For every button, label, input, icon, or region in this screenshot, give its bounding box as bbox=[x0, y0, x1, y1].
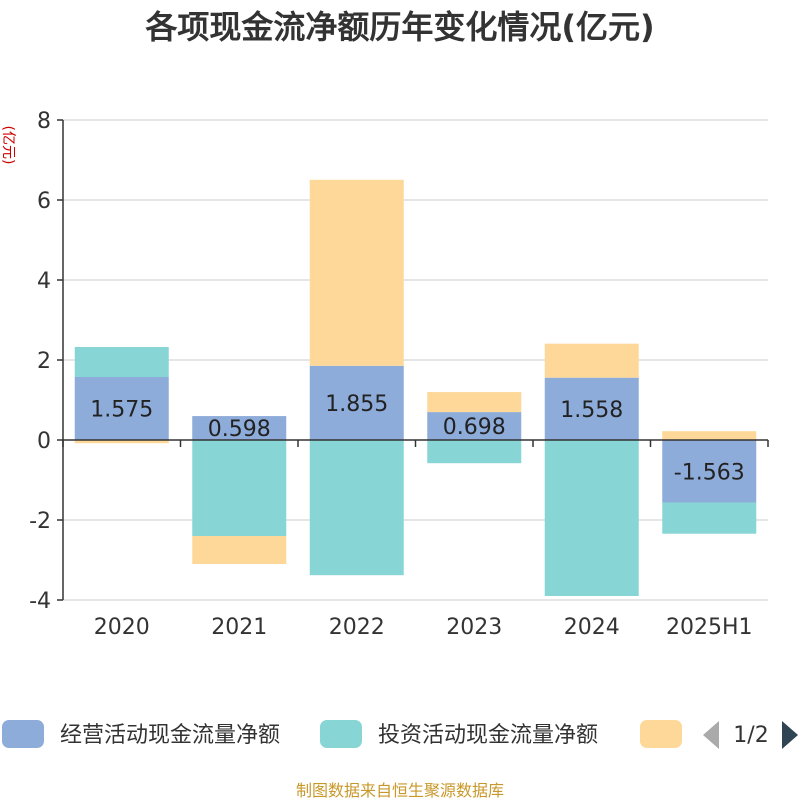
bar-s2-2020 bbox=[74, 440, 169, 444]
data-label: 1.575 bbox=[90, 398, 153, 423]
y-tick-label: 0 bbox=[37, 429, 51, 454]
tick-labels: -4 -2 0 2 4 6 8 2020 2021 2022 2023 2024 2025H1 bbox=[29, 109, 752, 640]
bar-s1-2025H1 bbox=[662, 502, 757, 534]
source-note: 制图数据来自恒生聚源数据库 bbox=[296, 781, 504, 800]
legend-swatch[interactable] bbox=[640, 720, 682, 748]
y-axis-label: (亿元) bbox=[0, 126, 16, 165]
data-label: 0.598 bbox=[208, 417, 271, 442]
bar-s0-2020 bbox=[74, 377, 169, 440]
legend-label[interactable]: 投资活动现金流量净额 bbox=[378, 723, 598, 748]
bar-s1-2020 bbox=[74, 347, 169, 377]
x-tick-label: 2023 bbox=[446, 615, 502, 640]
x-tick-label: 2025H1 bbox=[666, 615, 753, 640]
y-tick-label: 2 bbox=[37, 349, 51, 374]
bar-s0-2021 bbox=[192, 416, 287, 440]
chart-title: 各项现金流净额历年变化情况(亿元) bbox=[145, 8, 654, 46]
bar-s1-2023 bbox=[427, 440, 522, 464]
legend-next-page-icon[interactable] bbox=[782, 721, 798, 749]
data-labels: 1.575 0.598 1.855 0.698 1.558 -1.563 bbox=[90, 392, 744, 485]
legend: 经营活动现金流量净额 投资活动现金流量净额 1/2 bbox=[2, 720, 798, 749]
legend-swatch[interactable] bbox=[2, 720, 44, 748]
bar-s1-2024 bbox=[544, 440, 639, 596]
bar-s0-2025H1 bbox=[662, 440, 757, 503]
bars bbox=[74, 179, 757, 596]
legend-prev-page-icon[interactable] bbox=[703, 721, 719, 749]
x-tick-label: 2020 bbox=[94, 615, 150, 640]
data-label: 1.855 bbox=[325, 392, 388, 417]
bar-s2-2021 bbox=[192, 536, 287, 564]
data-label: -1.563 bbox=[674, 460, 745, 485]
bar-s2-2024 bbox=[544, 343, 639, 378]
y-tick-label: -2 bbox=[29, 509, 51, 534]
bar-s1-2022 bbox=[309, 440, 404, 576]
axes bbox=[62, 120, 769, 600]
legend-label[interactable]: 经营活动现金流量净额 bbox=[60, 723, 280, 748]
bar-s0-2023 bbox=[427, 412, 522, 440]
y-tick-label: 6 bbox=[37, 189, 51, 214]
bar-s2-2025H1 bbox=[662, 431, 757, 440]
legend-page-indicator: 1/2 bbox=[733, 723, 768, 748]
x-tick-label: 2021 bbox=[211, 615, 267, 640]
bar-s1-2021 bbox=[192, 440, 287, 536]
y-tick-label: 8 bbox=[37, 109, 51, 134]
bar-s0-2022 bbox=[309, 365, 404, 440]
y-tick-label: -4 bbox=[29, 589, 51, 614]
data-label: 1.558 bbox=[560, 398, 623, 423]
bar-s2-2023 bbox=[427, 392, 522, 413]
data-label: 0.698 bbox=[443, 415, 506, 440]
x-tick-label: 2022 bbox=[329, 615, 385, 640]
y-tick-label: 4 bbox=[37, 269, 51, 294]
x-tick-label: 2024 bbox=[564, 615, 620, 640]
bar-s2-2022 bbox=[309, 179, 404, 366]
bar-s0-2024 bbox=[544, 377, 639, 440]
legend-swatch[interactable] bbox=[320, 720, 362, 748]
